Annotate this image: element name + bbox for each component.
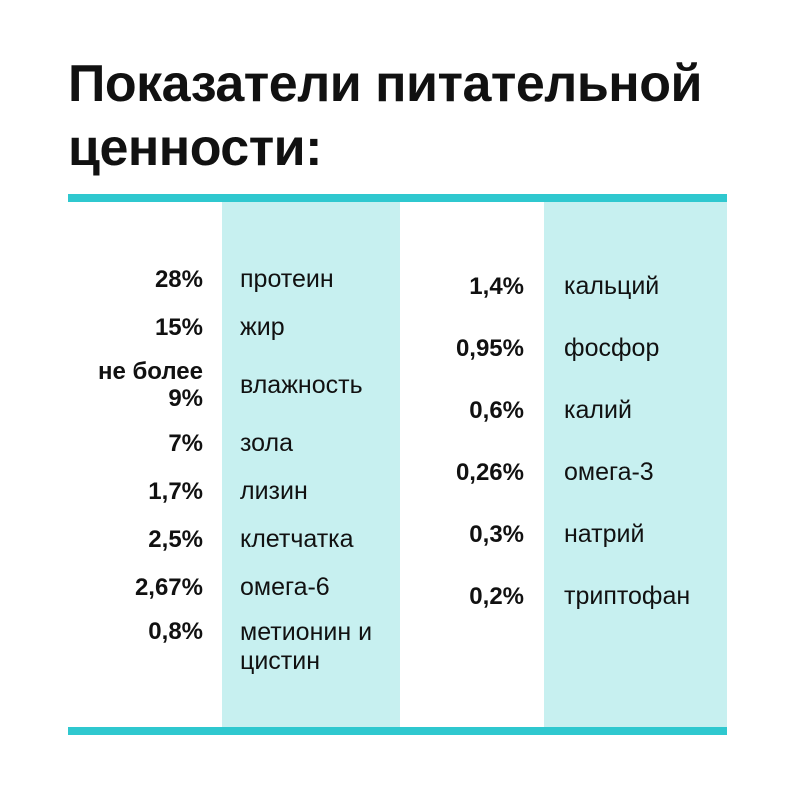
bottom-divider [68, 727, 727, 735]
nutrient-name: кальций [564, 271, 660, 300]
left-nutrient-list: 28% протеин 15% жир не более 9% влажност… [60, 262, 400, 686]
nutrient-row-methionine-cystine: 0,8% метионин и цистин [60, 618, 400, 675]
nutrient-value: 2,5% [148, 525, 203, 553]
nutrient-value: 1,4% [469, 272, 524, 300]
nutrient-row-fat: 15% жир [60, 310, 400, 344]
nutrient-value: 0,6% [469, 396, 524, 424]
nutrient-value: 1,7% [148, 477, 203, 505]
nutrient-value: 0,26% [455, 458, 524, 486]
nutrient-name: омега-3 [564, 457, 654, 486]
nutrient-row-omega-6: 2,67% омега-6 [60, 570, 400, 604]
nutrient-name: протеин [240, 264, 334, 293]
top-divider [68, 194, 727, 202]
right-names-band [544, 202, 727, 727]
nutrient-row-ash: 7% зола [60, 426, 400, 460]
nutrient-name: метионин и цистин [240, 618, 373, 675]
nutrient-row-sodium: 0,3% натрий [380, 514, 734, 554]
nutrient-name: триптофан [564, 581, 691, 610]
nutrient-row-potassium: 0,6% калий [380, 390, 734, 430]
nutrient-row-lysine: 1,7% лизин [60, 474, 400, 508]
nutrient-row-omega-3: 0,26% омега-3 [380, 452, 734, 492]
page-title: Показатели питательной ценности: [68, 55, 702, 177]
nutrient-row-moisture: не более 9% влажность [60, 358, 400, 412]
nutrient-value: 2,67% [134, 573, 203, 601]
nutrient-row-fiber: 2,5% клетчатка [60, 522, 400, 556]
nutrient-value: 0,95% [455, 334, 524, 362]
nutrient-value: 0,3% [469, 520, 524, 548]
nutrient-row-phosphorus: 0,95% фосфор [380, 328, 734, 368]
nutrient-name: клетчатка [240, 524, 354, 553]
nutrient-row-protein: 28% протеин [60, 262, 400, 296]
nutrient-name: калий [564, 395, 632, 424]
nutrient-value: 28% [154, 265, 203, 293]
right-nutrient-list: 1,4% кальций 0,95% фосфор 0,6% калий 0,2… [380, 266, 734, 638]
nutrient-value: не более 9% [97, 358, 203, 412]
nutrient-name: зола [240, 428, 294, 457]
nutrient-name: фосфор [564, 333, 660, 362]
nutrient-row-calcium: 1,4% кальций [380, 266, 734, 306]
nutrient-name: жир [240, 312, 285, 341]
nutrient-value: 0,2% [469, 582, 524, 610]
nutrient-name: влажность [240, 370, 363, 399]
left-names-band [222, 202, 400, 727]
nutrient-name: натрий [564, 519, 645, 548]
nutrient-value: 7% [168, 429, 203, 457]
nutrient-row-tryptophan: 0,2% триптофан [380, 576, 734, 616]
nutrient-value: 15% [154, 313, 203, 341]
nutrient-value: 0,8% [148, 618, 203, 645]
nutrient-name: омега-6 [240, 572, 330, 601]
nutrient-name: лизин [240, 476, 308, 505]
